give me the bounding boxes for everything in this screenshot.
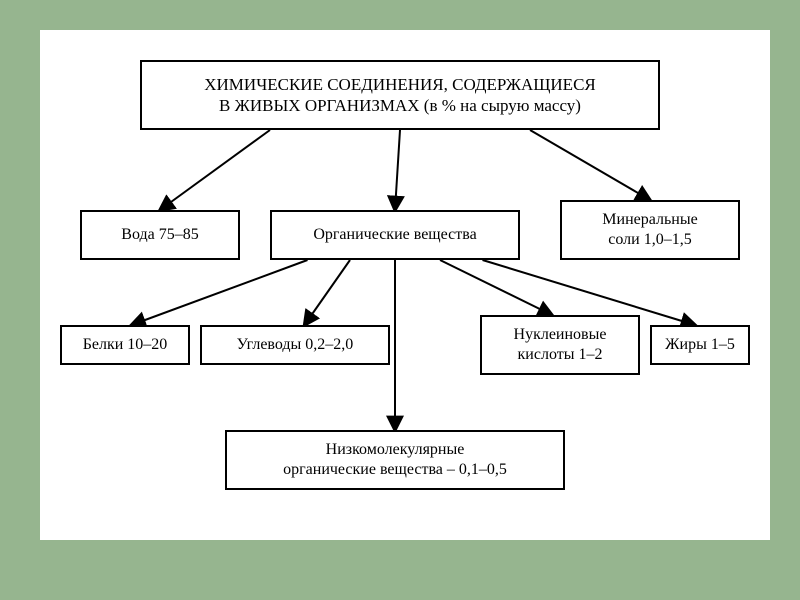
node-water-label: Вода 75–85 (121, 225, 198, 245)
node-nucleic: Нуклеиновые кислоты 1–2 (480, 315, 640, 375)
node-water: Вода 75–85 (80, 210, 240, 260)
node-protein-label: Белки 10–20 (83, 335, 168, 355)
node-mineral-label: Минеральные соли 1,0–1,5 (602, 210, 697, 250)
node-lowmol: Низкомолекулярные органические вещества … (225, 430, 565, 490)
node-fat: Жиры 1–5 (650, 325, 750, 365)
node-nucleic-label: Нуклеиновые кислоты 1–2 (514, 325, 607, 365)
node-fat-label: Жиры 1–5 (665, 335, 735, 355)
node-title-label: ХИМИЧЕСКИЕ СОЕДИНЕНИЯ, СОДЕРЖАЩИЕСЯ В ЖИ… (204, 74, 596, 117)
node-lowmol-label: Низкомолекулярные органические вещества … (283, 440, 507, 480)
diagram-canvas: ХИМИЧЕСКИЕ СОЕДИНЕНИЯ, СОДЕРЖАЩИЕСЯ В ЖИ… (0, 0, 800, 600)
node-organic: Органические вещества (270, 210, 520, 260)
node-organic-label: Органические вещества (313, 225, 476, 245)
node-mineral: Минеральные соли 1,0–1,5 (560, 200, 740, 260)
node-carb: Углеводы 0,2–2,0 (200, 325, 390, 365)
node-title: ХИМИЧЕСКИЕ СОЕДИНЕНИЯ, СОДЕРЖАЩИЕСЯ В ЖИ… (140, 60, 660, 130)
node-carb-label: Углеводы 0,2–2,0 (237, 335, 354, 355)
node-protein: Белки 10–20 (60, 325, 190, 365)
